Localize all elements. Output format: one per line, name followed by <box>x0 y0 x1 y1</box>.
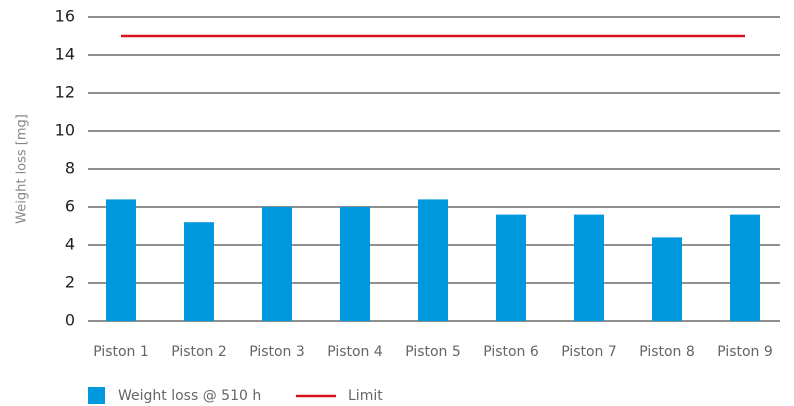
legend-label: Limit <box>348 388 383 404</box>
y-tick-label: 14 <box>55 45 75 64</box>
y-tick-label: 0 <box>65 311 75 330</box>
x-tick-label: Piston 2 <box>171 344 227 360</box>
y-tick-label: 8 <box>65 159 75 178</box>
y-axis-label: Weight loss [mg] <box>15 114 30 224</box>
y-tick-label: 12 <box>55 83 75 102</box>
bar <box>652 237 682 321</box>
y-tick-label: 10 <box>55 121 75 140</box>
bar <box>262 207 292 321</box>
x-tick-label: Piston 6 <box>483 344 539 360</box>
x-tick-label: Piston 7 <box>561 344 617 360</box>
x-tick-label: Piston 5 <box>405 344 461 360</box>
y-tick-label: 6 <box>65 197 75 216</box>
x-tick-label: Piston 4 <box>327 344 383 360</box>
bar <box>418 199 448 321</box>
legend-swatch <box>88 387 105 404</box>
x-tick-label: Piston 8 <box>639 344 695 360</box>
bar <box>106 199 136 321</box>
y-tick-label: 16 <box>55 7 75 26</box>
y-tick-label: 2 <box>65 273 75 292</box>
bar <box>496 214 526 321</box>
y-tick-label: 4 <box>65 235 75 254</box>
bar <box>574 214 604 321</box>
bar <box>184 222 214 321</box>
bar <box>730 214 760 321</box>
x-tick-label: Piston 9 <box>717 344 773 360</box>
x-tick-label: Piston 3 <box>249 344 305 360</box>
legend-label: Weight loss @ 510 h <box>118 388 261 404</box>
x-tick-label: Piston 1 <box>93 344 149 360</box>
bar <box>340 207 370 321</box>
